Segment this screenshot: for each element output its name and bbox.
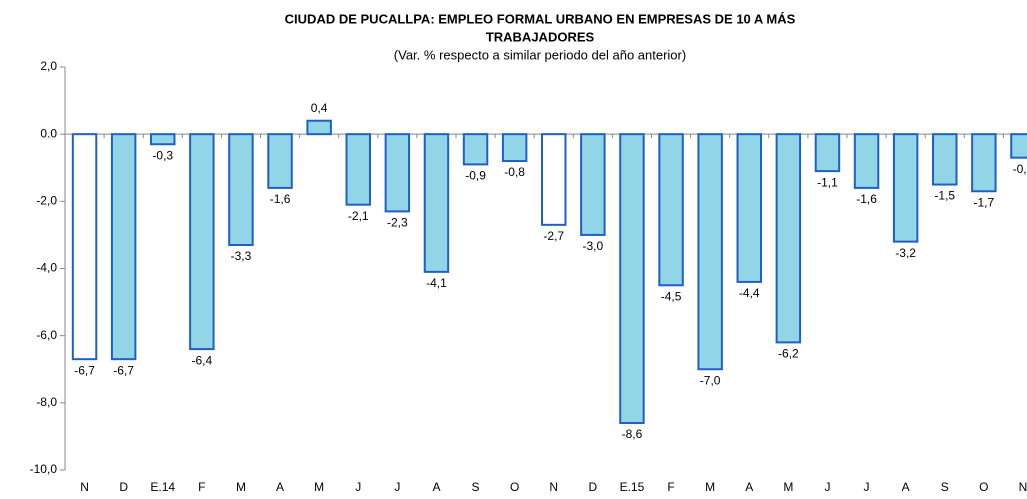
x-tick-label: N — [80, 480, 89, 494]
bar — [150, 133, 176, 146]
y-tick-label: -10,0 — [30, 462, 58, 476]
x-tick-label: O — [979, 480, 988, 494]
bar — [580, 133, 606, 236]
x-tick-label: A — [902, 480, 910, 494]
value-label: -6,7 — [74, 363, 95, 377]
bar — [1010, 133, 1027, 159]
value-label: -1,5 — [934, 189, 955, 203]
value-label: -0,9 — [465, 169, 486, 183]
x-tick-label: J — [824, 480, 830, 494]
x-tick-label: J — [864, 480, 870, 494]
bar — [775, 133, 802, 344]
bar — [110, 133, 137, 361]
value-label: -0,7 — [1013, 162, 1027, 176]
value-label: 0,4 — [311, 101, 328, 115]
value-label: -3,3 — [231, 249, 252, 263]
bar — [736, 133, 762, 283]
x-tick-label: S — [472, 480, 480, 494]
bar — [423, 133, 450, 273]
value-label: -2,7 — [543, 229, 564, 243]
x-tick-label: F — [667, 480, 674, 494]
value-label: -2,3 — [387, 216, 408, 230]
x-tick-label: S — [941, 480, 949, 494]
x-tick-label: M — [783, 480, 793, 494]
value-label: -1,7 — [974, 195, 995, 209]
y-tick-label: -4,0 — [36, 261, 57, 275]
bar — [71, 133, 98, 361]
x-tick-label: A — [745, 480, 753, 494]
value-label: -7,0 — [700, 373, 721, 387]
y-tick-label: -8,0 — [36, 395, 57, 409]
bar — [658, 133, 684, 287]
x-tick-label: D — [589, 480, 598, 494]
chart-title: CIUDAD DE PUCALLPA: EMPLEO FORMAL URBANO… — [285, 11, 796, 26]
bar — [228, 133, 254, 246]
x-tick-label: J — [355, 480, 361, 494]
value-label: -2,1 — [348, 209, 369, 223]
bar — [267, 133, 293, 189]
x-tick-label: F — [198, 480, 205, 494]
chart-subtitle: (Var. % respecto a similar periodo del a… — [394, 47, 686, 62]
bar — [462, 133, 489, 166]
bar — [971, 133, 997, 193]
value-label: -6,4 — [192, 353, 213, 367]
y-tick-label: 2,0 — [40, 59, 57, 73]
x-tick-label: E.15 — [620, 480, 645, 494]
value-label: -0,3 — [152, 148, 173, 162]
x-tick-label: D — [119, 480, 128, 494]
x-tick-label: J — [394, 480, 400, 494]
x-tick-label: N — [1019, 480, 1027, 494]
value-label: -1,1 — [817, 175, 838, 189]
x-tick-label: A — [276, 480, 284, 494]
x-tick-label: M — [314, 480, 324, 494]
bar — [932, 133, 958, 186]
bar — [306, 119, 332, 136]
chart-title: TRABAJADORES — [486, 29, 595, 44]
value-label: -3,2 — [895, 246, 916, 260]
bar — [892, 133, 919, 243]
bar — [853, 133, 880, 189]
value-label: -3,0 — [583, 239, 604, 253]
bar — [189, 133, 215, 351]
bar — [345, 133, 371, 206]
bar — [814, 133, 841, 173]
value-label: -4,5 — [661, 289, 682, 303]
value-label: -4,1 — [426, 276, 447, 290]
y-tick-label: 0.0 — [40, 126, 57, 140]
value-label: -1,6 — [856, 192, 877, 206]
title-box — [145, 8, 925, 70]
value-label: -6,7 — [113, 363, 134, 377]
value-label: -4,4 — [739, 286, 760, 300]
y-tick-label: -2,0 — [36, 194, 57, 208]
bar — [384, 133, 411, 213]
y-tick-label: -6,0 — [36, 328, 57, 342]
x-tick-label: M — [705, 480, 715, 494]
x-tick-label: A — [432, 480, 440, 494]
x-tick-label: O — [510, 480, 519, 494]
x-tick-label: N — [549, 480, 558, 494]
value-label: -1,6 — [270, 192, 291, 206]
x-tick-label: M — [236, 480, 246, 494]
bar — [619, 133, 645, 424]
value-label: -6,2 — [778, 347, 799, 361]
bar — [541, 133, 567, 226]
bar — [501, 133, 528, 163]
value-label: -0,8 — [504, 165, 525, 179]
x-tick-label: E.14 — [150, 480, 175, 494]
bar — [697, 133, 723, 371]
value-label: -8,6 — [622, 427, 643, 441]
